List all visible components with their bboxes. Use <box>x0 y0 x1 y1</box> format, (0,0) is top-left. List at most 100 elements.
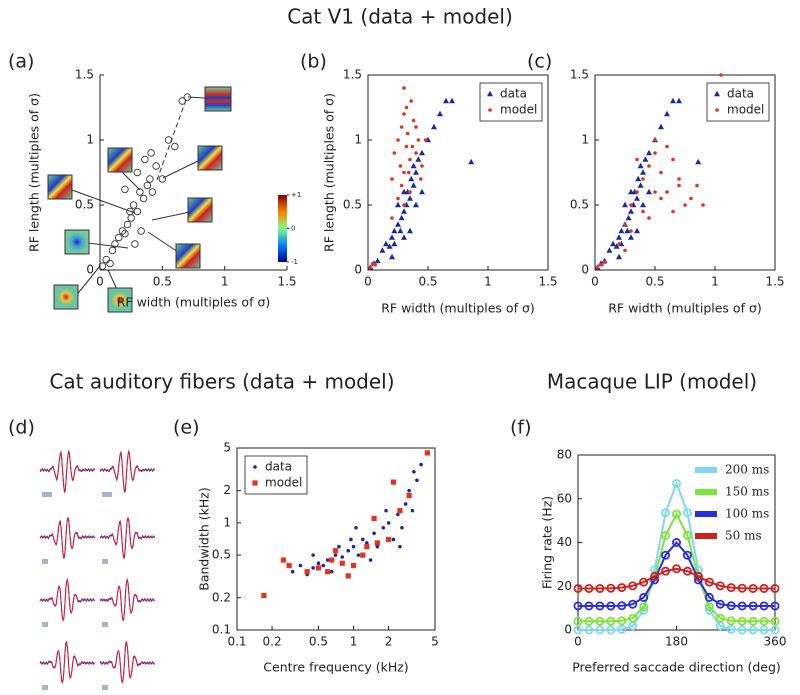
marker <box>384 508 388 513</box>
marker <box>129 201 138 209</box>
marker <box>635 190 639 194</box>
marker <box>413 169 419 175</box>
legend-box <box>244 455 308 495</box>
marker <box>672 538 682 548</box>
y-tick-label: 0.5 <box>212 548 231 562</box>
marker <box>395 221 401 227</box>
marker <box>397 227 404 234</box>
legend-label: data <box>265 460 292 474</box>
marker <box>584 601 594 611</box>
marker <box>386 521 391 525</box>
marker <box>737 583 747 593</box>
marker <box>737 601 747 611</box>
legend-label: 200 ms <box>725 463 769 477</box>
marker <box>677 177 681 181</box>
waveform <box>100 517 155 559</box>
marker <box>658 123 664 130</box>
marker <box>402 112 406 116</box>
marker <box>701 203 705 207</box>
marker <box>368 558 373 562</box>
marker <box>390 216 394 220</box>
marker <box>141 155 149 164</box>
marker <box>759 583 769 593</box>
marker <box>398 164 403 168</box>
marker <box>665 190 669 194</box>
marker <box>635 157 639 162</box>
marker <box>415 478 419 483</box>
marker <box>488 108 492 112</box>
x-tick-label: 2 <box>385 635 393 649</box>
y-tick-label: 60 <box>557 491 572 505</box>
marker <box>337 544 341 549</box>
marker <box>653 138 657 142</box>
legend-box <box>479 82 543 122</box>
heading: Cat auditory fibers (data + model) <box>49 370 394 394</box>
marker <box>397 508 403 514</box>
marker <box>617 242 621 246</box>
marker <box>682 531 692 541</box>
marker <box>253 465 257 469</box>
marker <box>126 207 134 216</box>
marker <box>629 203 633 207</box>
marker <box>315 565 322 571</box>
marker <box>102 255 110 264</box>
marker <box>661 508 671 518</box>
marker <box>316 561 321 566</box>
marker <box>137 227 145 235</box>
x-tick-label: 0.5 <box>309 635 328 649</box>
marker <box>671 157 675 162</box>
marker <box>715 108 719 112</box>
marker <box>759 616 769 626</box>
marker <box>704 602 714 612</box>
waveform <box>40 577 95 622</box>
stimulus-bar <box>102 492 112 497</box>
marker <box>146 175 154 183</box>
plot-frame <box>367 74 549 271</box>
marker <box>356 553 361 557</box>
marker <box>127 214 135 222</box>
x-axis-label: Centre frequency (kHz) <box>263 660 408 675</box>
marker <box>646 149 652 156</box>
marker <box>375 544 380 549</box>
marker <box>449 97 455 104</box>
stimulus-bar <box>102 685 108 690</box>
marker <box>329 569 334 574</box>
marker <box>420 164 424 168</box>
marker <box>408 190 412 194</box>
marker <box>672 509 682 519</box>
marker <box>178 97 187 105</box>
marker <box>623 222 627 227</box>
y-axis-label: Firing rate (Hz) <box>540 496 555 589</box>
marker <box>413 201 419 208</box>
marker <box>131 240 139 248</box>
x-tick-label: 1.5 <box>538 275 557 289</box>
marker <box>332 548 339 554</box>
waveform <box>40 517 95 559</box>
marker <box>123 220 132 229</box>
marker <box>737 625 747 635</box>
legend-label: 150 ms <box>725 485 769 499</box>
marker <box>147 149 155 157</box>
marker <box>407 488 411 493</box>
chart: (c)0 0.5 1 1.500.511.5RF width (multiples o… <box>527 51 785 316</box>
y-tick-label: 0.5 <box>75 198 94 212</box>
marker <box>595 625 605 635</box>
marker <box>381 525 386 530</box>
marker <box>389 253 395 260</box>
legend-label: model <box>727 103 764 117</box>
marker <box>391 537 396 542</box>
marker <box>617 616 627 626</box>
marker <box>641 177 645 181</box>
marker <box>665 144 669 149</box>
marker <box>573 616 583 626</box>
y-tick-label: 0 <box>86 263 94 277</box>
marker <box>158 175 167 183</box>
marker <box>304 569 310 575</box>
panel-label: (b) <box>300 51 327 73</box>
marker <box>682 566 692 576</box>
marker <box>618 227 625 234</box>
marker <box>770 616 780 626</box>
waveform <box>40 640 95 684</box>
